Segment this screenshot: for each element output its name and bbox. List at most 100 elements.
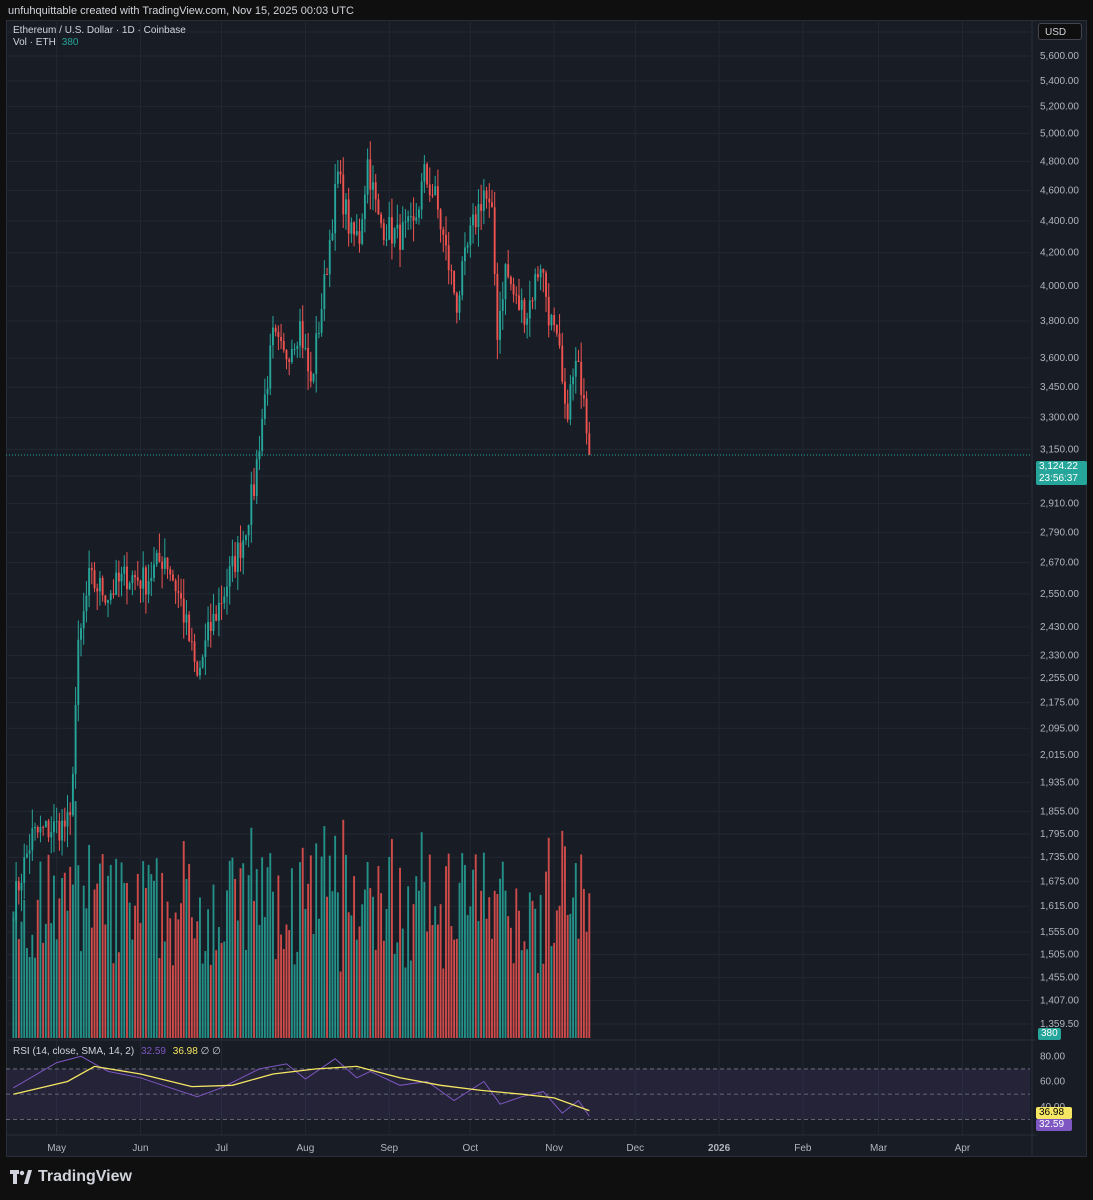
candle-body bbox=[453, 270, 456, 293]
candle-body bbox=[31, 828, 34, 851]
candle-body bbox=[461, 261, 464, 296]
candle-body bbox=[274, 327, 277, 333]
volume-bar bbox=[217, 927, 220, 1038]
volume-bar bbox=[196, 921, 199, 1038]
volume-bar bbox=[109, 864, 112, 1038]
volume-bar bbox=[463, 865, 466, 1038]
volume-bar bbox=[404, 967, 407, 1038]
candle-body bbox=[466, 245, 469, 248]
volume-bar bbox=[588, 893, 591, 1038]
candle-body bbox=[142, 567, 145, 589]
volume-bar bbox=[431, 924, 434, 1038]
volume-bar bbox=[223, 941, 226, 1038]
candle-body bbox=[566, 403, 569, 420]
candle-body bbox=[226, 586, 228, 597]
candle-body bbox=[426, 164, 429, 185]
volume-bar bbox=[566, 914, 569, 1038]
volume-bar bbox=[258, 925, 261, 1038]
volume-bar bbox=[372, 896, 374, 1038]
volume-bar bbox=[63, 872, 66, 1038]
candle-body bbox=[472, 214, 474, 226]
candle-body bbox=[399, 224, 401, 250]
candle-body bbox=[542, 269, 545, 273]
candle-body bbox=[228, 566, 231, 587]
price-tick-label: 5,200.00 bbox=[1040, 102, 1079, 113]
rsi-sma-value: 36.98 bbox=[172, 1046, 198, 1057]
time-tick-label: May bbox=[47, 1143, 66, 1154]
volume-bar bbox=[426, 931, 429, 1038]
volume-bar bbox=[491, 938, 493, 1038]
candle-body bbox=[420, 181, 423, 210]
rsi-label[interactable]: RSI (14, close, SMA, 14, 2) bbox=[13, 1046, 135, 1057]
candle-body bbox=[77, 639, 80, 705]
price-tick-label: 4,600.00 bbox=[1040, 186, 1079, 197]
chart-canvas[interactable]: 1,359.50 1,407.00 1,455.00 1,505.00 1,555.00… bbox=[6, 20, 1087, 1157]
candle-body bbox=[88, 568, 91, 596]
volume-bar bbox=[409, 960, 412, 1038]
symbol-title[interactable]: Ethereum / U.S. Dollar · 1D · Coinbase bbox=[13, 25, 186, 36]
candle-body bbox=[407, 216, 410, 222]
candle-body bbox=[436, 186, 439, 210]
volume-bar bbox=[299, 862, 301, 1038]
volume-bar bbox=[107, 875, 109, 1038]
rsi-legend: RSI (14, close, SMA, 14, 2) 32.59 36.98 … bbox=[13, 1046, 221, 1057]
candle-body bbox=[17, 881, 20, 891]
candle-body bbox=[34, 826, 36, 829]
volume-bar bbox=[363, 889, 366, 1038]
volume-bar bbox=[504, 890, 507, 1038]
volume-bar bbox=[545, 871, 547, 1038]
volume-bar bbox=[234, 878, 237, 1038]
candle-body bbox=[334, 183, 337, 234]
volume-bar bbox=[345, 854, 347, 1038]
volume-bar bbox=[185, 878, 188, 1038]
candle-body bbox=[161, 561, 164, 569]
candle-body bbox=[463, 247, 466, 262]
volume-bar bbox=[339, 971, 342, 1038]
volume-bar bbox=[242, 863, 245, 1038]
candle-body bbox=[58, 821, 61, 841]
volume-bar bbox=[282, 948, 285, 1038]
candle-body bbox=[153, 564, 155, 578]
candle-body bbox=[139, 580, 142, 589]
candle-body bbox=[204, 640, 207, 657]
volume-bar bbox=[355, 939, 358, 1038]
volume-bar bbox=[82, 885, 85, 1038]
candle-body bbox=[180, 592, 182, 599]
volume-bar bbox=[239, 868, 242, 1038]
volume-bar bbox=[90, 927, 93, 1038]
volume-bar bbox=[434, 906, 437, 1038]
volume-bar bbox=[23, 899, 26, 1038]
tradingview-footer[interactable]: TradingView bbox=[10, 1168, 132, 1186]
candle-body bbox=[312, 373, 315, 382]
price-tick-label: 1,935.00 bbox=[1040, 778, 1079, 789]
volume-bar bbox=[128, 902, 131, 1038]
candle-body bbox=[320, 309, 323, 333]
candle-body bbox=[393, 228, 396, 244]
candle-body bbox=[244, 535, 247, 541]
volume-bar bbox=[361, 904, 364, 1038]
candle-body bbox=[374, 182, 377, 200]
candle-body bbox=[215, 613, 218, 621]
volume-bar bbox=[493, 890, 496, 1038]
candle-body bbox=[480, 204, 483, 211]
candle-body bbox=[209, 621, 212, 631]
price-tick-label: 1,795.00 bbox=[1040, 829, 1079, 840]
candle-body bbox=[499, 310, 502, 340]
candle-body bbox=[550, 315, 553, 326]
volume-bar bbox=[574, 863, 577, 1038]
volume-bar bbox=[244, 949, 247, 1038]
volume-bar bbox=[12, 911, 15, 1038]
volume-bar bbox=[585, 931, 588, 1038]
currency-button[interactable]: USD bbox=[1038, 23, 1082, 40]
candle-body bbox=[512, 284, 515, 295]
candle-body bbox=[150, 577, 153, 582]
volume-bar bbox=[472, 869, 474, 1038]
candle-body bbox=[326, 274, 328, 276]
price-tick-label: 2,015.00 bbox=[1040, 750, 1079, 761]
volume-bar bbox=[190, 917, 193, 1038]
time-tick-label: Apr bbox=[955, 1143, 971, 1154]
volume-bar bbox=[163, 941, 166, 1038]
candle-body bbox=[155, 552, 158, 565]
time-tick-label: Aug bbox=[297, 1143, 315, 1154]
volume-bar bbox=[393, 953, 396, 1038]
